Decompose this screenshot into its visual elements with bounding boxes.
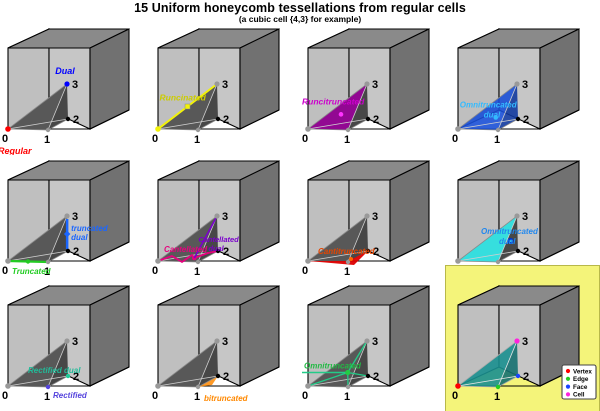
svg-text:2: 2 bbox=[223, 114, 229, 126]
svg-text:3: 3 bbox=[72, 79, 78, 91]
svg-text:1: 1 bbox=[194, 391, 200, 403]
svg-text:3: 3 bbox=[522, 79, 528, 91]
svg-text:0: 0 bbox=[452, 390, 458, 402]
svg-text:2: 2 bbox=[523, 246, 529, 258]
svg-text:Face: Face bbox=[573, 384, 588, 391]
svg-text:1: 1 bbox=[194, 134, 200, 146]
svg-text:1: 1 bbox=[344, 391, 350, 403]
svg-text:0: 0 bbox=[152, 265, 158, 277]
svg-text:Rectified dual: Rectified dual bbox=[28, 366, 81, 375]
svg-text:0: 0 bbox=[2, 390, 8, 402]
svg-text:2: 2 bbox=[223, 371, 229, 383]
svg-text:3: 3 bbox=[522, 336, 528, 348]
svg-text:Cantitruncated: Cantitruncated bbox=[318, 247, 376, 256]
svg-text:1: 1 bbox=[494, 391, 500, 403]
svg-text:Omnitruncated: Omnitruncated bbox=[460, 101, 518, 110]
svg-text:bitruncated: bitruncated bbox=[204, 394, 249, 403]
svg-text:0: 0 bbox=[152, 133, 158, 145]
svg-text:dual: dual bbox=[208, 244, 224, 253]
svg-text:3: 3 bbox=[222, 336, 228, 348]
svg-text:2: 2 bbox=[73, 246, 79, 258]
svg-text:Runcinated: Runcinated bbox=[160, 93, 207, 103]
svg-text:Cantellated: Cantellated bbox=[164, 245, 208, 254]
svg-text:0: 0 bbox=[302, 390, 308, 402]
svg-text:Rectified: Rectified bbox=[53, 391, 88, 400]
svg-text:0: 0 bbox=[302, 133, 308, 145]
svg-text:dual: dual bbox=[71, 233, 88, 242]
svg-text:dual: dual bbox=[484, 111, 501, 120]
svg-text:Dual: Dual bbox=[55, 66, 75, 76]
svg-text:3: 3 bbox=[372, 211, 378, 223]
svg-text:2: 2 bbox=[373, 371, 379, 383]
svg-text:3: 3 bbox=[222, 211, 228, 223]
svg-text:Regular: Regular bbox=[0, 146, 32, 155]
svg-text:1: 1 bbox=[494, 134, 500, 146]
svg-text:Vertex: Vertex bbox=[573, 368, 592, 375]
svg-text:2: 2 bbox=[373, 114, 379, 126]
svg-text:1: 1 bbox=[344, 266, 350, 278]
svg-text:3: 3 bbox=[72, 211, 78, 223]
svg-text:2: 2 bbox=[523, 371, 529, 383]
svg-text:1: 1 bbox=[44, 391, 50, 403]
svg-text:Omnitruncated: Omnitruncated bbox=[304, 362, 362, 371]
svg-text:3: 3 bbox=[372, 79, 378, 91]
svg-text:1: 1 bbox=[194, 266, 200, 278]
svg-text:2: 2 bbox=[223, 246, 229, 258]
svg-text:0: 0 bbox=[302, 265, 308, 277]
svg-text:dual: dual bbox=[499, 237, 516, 246]
svg-text:3: 3 bbox=[222, 79, 228, 91]
svg-text:Cantellated: Cantellated bbox=[198, 235, 239, 244]
svg-text:Truncated: Truncated bbox=[12, 267, 52, 276]
svg-text:Runcitruncated: Runcitruncated bbox=[302, 96, 365, 106]
svg-text:0: 0 bbox=[2, 265, 8, 277]
svg-text:Cell: Cell bbox=[573, 392, 585, 399]
svg-text:Omnitruncated: Omnitruncated bbox=[481, 227, 539, 236]
svg-text:0: 0 bbox=[452, 133, 458, 145]
svg-text:3: 3 bbox=[372, 336, 378, 348]
svg-text:1: 1 bbox=[344, 134, 350, 146]
svg-text:truncated: truncated bbox=[71, 224, 109, 233]
svg-text:Edge: Edge bbox=[573, 376, 589, 383]
svg-text:2: 2 bbox=[73, 114, 79, 126]
svg-text:1: 1 bbox=[44, 134, 50, 146]
svg-text:3: 3 bbox=[522, 211, 528, 223]
svg-text:2: 2 bbox=[523, 114, 529, 126]
svg-text:3: 3 bbox=[72, 336, 78, 348]
svg-text:0: 0 bbox=[2, 133, 8, 145]
svg-text:0: 0 bbox=[152, 390, 158, 402]
